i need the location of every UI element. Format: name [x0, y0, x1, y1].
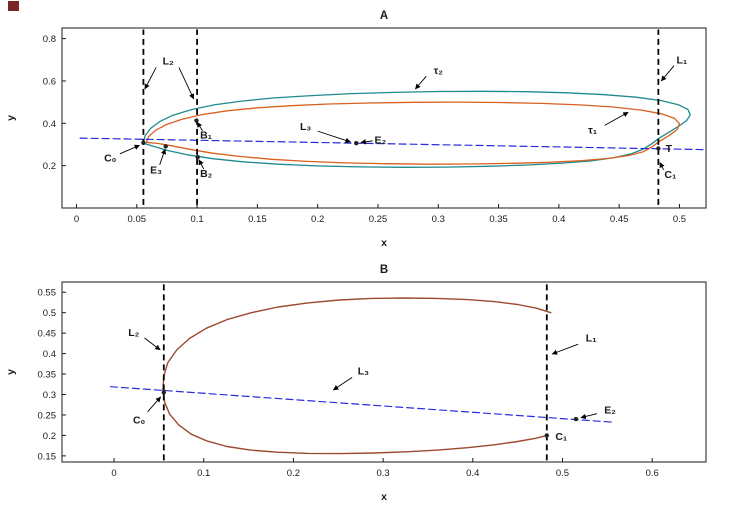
annotation-arrow-tau2 [415, 75, 427, 90]
x-tick-label: 0.6 [646, 468, 659, 479]
series-L3-line [79, 137, 705, 151]
x-tick-label: 0.3 [376, 468, 389, 479]
x-tick-label: 0.1 [190, 214, 203, 225]
annotation-label-C0: C₀ [104, 153, 117, 165]
chart-title: A [380, 10, 388, 22]
point-C0 [161, 390, 167, 395]
point-C1 [544, 433, 549, 438]
x-tick-label: 0 [111, 468, 116, 479]
y-tick-label: 0.45 [38, 329, 57, 340]
annotation-arrow-E2 [360, 139, 373, 145]
annotation-label-C1: C₁ [555, 431, 567, 443]
y-tick-label: 0.2 [43, 431, 56, 442]
x-tick-label: 0.15 [248, 214, 267, 225]
annotation-arrow-L3 [332, 376, 353, 391]
chart-A: A 0 0.05 0.1 0.15 0.2 0.25 0.3 0.35 0.4 0.45 0.5 0.2… [5, 10, 707, 249]
x-tick-label: 0.2 [287, 468, 300, 479]
annotation-label-L1: L₁ [676, 54, 687, 66]
chart-title: B [380, 264, 388, 276]
annotation-arrow-C0 [147, 396, 162, 412]
annotation-arrow-B1 [196, 121, 203, 131]
x-tick-label: 0.35 [489, 214, 508, 225]
series-tau1 [145, 101, 681, 165]
chart-B: B 0 0.1 0.2 0.3 0.4 0.5 0.6 0.15 0.2 0.25 0.3 0.35 0.… [5, 264, 707, 503]
y-axis-label: y [5, 115, 17, 121]
x-tick-label: 0.4 [552, 214, 565, 225]
annotation-arrow-E2 [580, 413, 598, 420]
y-axis-label: y [5, 369, 17, 375]
annotation-label-L1: L₁ [586, 333, 597, 345]
annotation-arrow-C1 [659, 162, 665, 171]
point-C0 [141, 140, 146, 145]
annotation-label-L2: L₂ [128, 327, 139, 339]
y-tick-label: 0.3 [43, 390, 56, 401]
x-axis-label: x [381, 237, 387, 249]
point-E2 [354, 141, 359, 146]
y-tick-label: 0.15 [38, 451, 57, 462]
y-tick-label: 0.55 [38, 288, 57, 299]
point-B1 [194, 118, 199, 123]
annotation-arrow-tau1 [604, 111, 629, 126]
x-tick-label: 0.5 [556, 468, 569, 479]
x-tick-label: 0.05 [128, 214, 147, 225]
point-E3 [163, 144, 168, 149]
annotation-arrow-C0 [119, 144, 140, 155]
annotation-label-C1: C₁ [664, 169, 676, 181]
x-tick-label: 0.4 [466, 468, 479, 479]
series-L3-line [109, 386, 616, 423]
x-tick-label: 0.2 [311, 214, 324, 225]
annotation-label-tau2: τ₂ [434, 65, 444, 77]
annotation-label-B2: B₂ [200, 168, 213, 180]
y-tick-label: 0.4 [43, 349, 56, 360]
y-tick-label: 0.2 [43, 161, 56, 172]
x-tick-label: 0.1 [197, 468, 210, 479]
annotation-label-C0: C₀ [133, 414, 146, 426]
y-tick-label: 0.4 [43, 119, 56, 130]
y-tick-label: 0.25 [38, 410, 57, 421]
point-E2 [573, 416, 579, 422]
annotation-label-E2: E₂ [375, 134, 387, 146]
series-tau2 [142, 90, 691, 168]
corner-artifact [8, 1, 19, 11]
annotation-arrow-L1 [551, 343, 579, 355]
y-tick-label: 0.5 [43, 308, 56, 319]
annotation-arrow-L1 [660, 65, 675, 82]
annotation-label-L2: L₂ [163, 55, 174, 67]
annotation-label-E2: E₂ [604, 405, 616, 417]
annotation-arrow-E3 [159, 148, 167, 165]
y-tick-label: 0.8 [43, 34, 56, 45]
annotation-arrow-L3 [317, 130, 351, 143]
series-limit-cycle [162, 297, 552, 455]
annotation-label-L3: L₃ [300, 121, 311, 133]
x-tick-label: 0.45 [610, 214, 629, 225]
annotation-arrow-L2 [178, 67, 195, 100]
y-tick-label: 0.6 [43, 76, 56, 87]
plot-box [61, 27, 707, 209]
annotation-arrow-L2 [144, 337, 161, 351]
annotation-label-tau1: τ₁ [588, 125, 597, 137]
x-tick-label: 0.25 [369, 214, 388, 225]
x-axis-label: x [381, 491, 387, 503]
point-B2 [195, 154, 200, 160]
annotation-arrow-L2 [144, 67, 157, 90]
annotation-label-L3: L₃ [358, 365, 369, 377]
point-T [656, 146, 661, 151]
annotation-label-T: T [666, 143, 673, 155]
annotation-arrow-B2 [198, 159, 205, 170]
x-tick-label: 0 [74, 214, 79, 225]
y-tick-label: 0.35 [38, 370, 57, 381]
x-tick-label: 0.3 [432, 214, 445, 225]
plot-box [61, 281, 707, 463]
annotation-label-E3: E₃ [150, 164, 162, 176]
x-tick-label: 0.5 [673, 214, 686, 225]
annotation-label-B1: B₁ [200, 129, 212, 141]
